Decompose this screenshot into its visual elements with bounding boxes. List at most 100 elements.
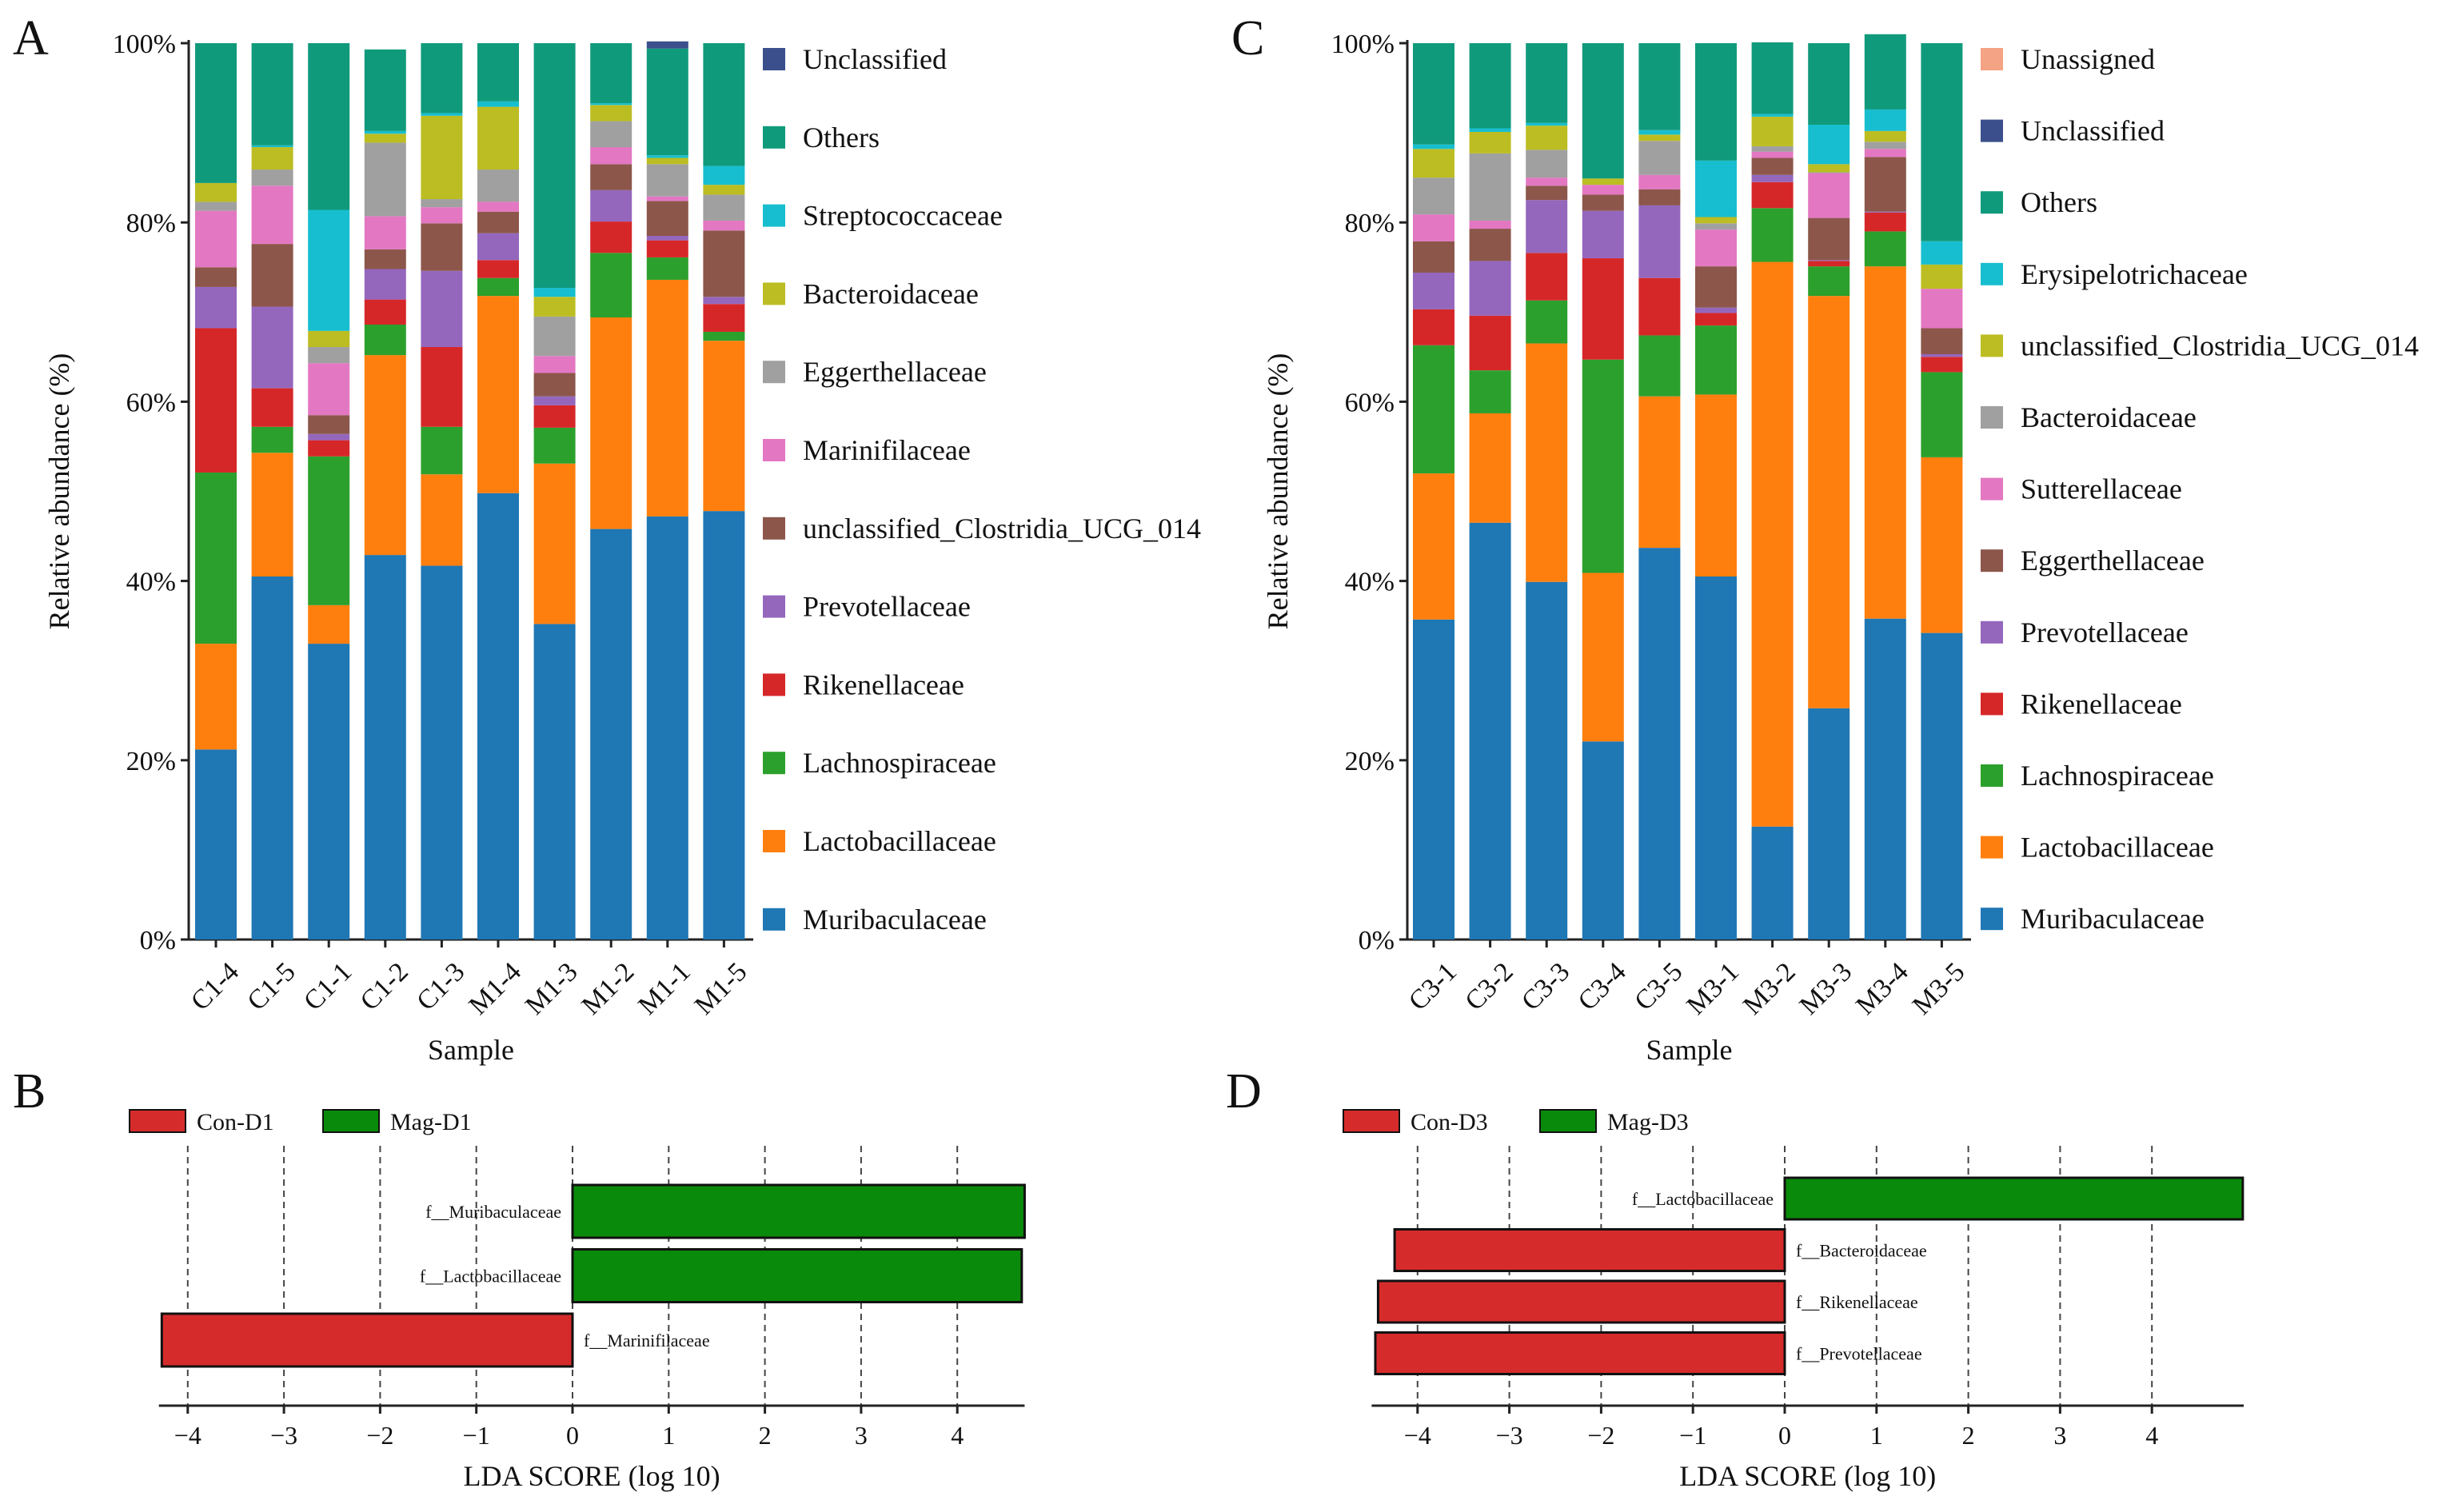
lda-chart-d: −4 −3 −2 −1 0 1 2 3 4 LDA SCORE (log 10) Con-D3 Mag…: [1343, 1109, 2245, 1492]
bar-segment: [1808, 217, 1850, 261]
bar-segment: [1638, 174, 1681, 189]
bar-segment: [1808, 708, 1850, 940]
x-tick-label: C1-4: [186, 957, 245, 1016]
bar-segment: [533, 373, 576, 397]
bar-segment: [1526, 300, 1568, 344]
bar-segment: [251, 170, 293, 186]
bar-segment: [646, 279, 688, 517]
bar-segment: [251, 306, 293, 389]
panel-letter-a: A: [13, 11, 49, 66]
bar-segment: [308, 440, 350, 457]
bar-segment: [703, 185, 745, 195]
bar-segment: [195, 286, 237, 329]
bar-segment: [1638, 141, 1681, 175]
legend-swatch: [1981, 908, 2003, 931]
bar-segment: [195, 201, 237, 211]
bar-segment: [308, 330, 350, 348]
bar-segment: [1526, 253, 1568, 301]
bar-segment: [1921, 353, 1963, 357]
lda-bar: [1376, 1279, 1786, 1324]
bar-segment: [195, 43, 237, 183]
bar-segment: [421, 426, 463, 475]
legend-label: Sutterellaceae: [2021, 473, 2182, 505]
bar-segment: [1864, 130, 1906, 142]
legend-label: Erysipelotrichaceae: [2021, 258, 2248, 290]
legend-label: Bacteroidaceae: [803, 277, 979, 309]
bar-segment: [703, 194, 745, 221]
lda-bar-label: f__Lactobacillaceae: [420, 1267, 561, 1287]
bar-segment: [590, 253, 632, 318]
bar-segment: [1864, 157, 1906, 212]
bar-segment: [1808, 296, 1850, 708]
bar-segment: [1638, 189, 1681, 205]
bar-segment: [1751, 261, 1794, 827]
bar-segment: [590, 147, 632, 165]
y-tick-label: 80%: [126, 209, 176, 238]
x-tick-label: 2: [1962, 1421, 1975, 1450]
legend-label: Unclassified: [2021, 115, 2165, 147]
bar-segment: [1413, 619, 1454, 940]
x-tick-label: −4: [174, 1421, 202, 1450]
bar-segment: [1526, 126, 1568, 150]
bar-segment: [308, 363, 350, 416]
bar-segment: [1582, 43, 1624, 179]
bar-segment: [251, 244, 293, 307]
bar-segment: [533, 427, 576, 464]
bar-segment: [195, 182, 237, 202]
bar-segment: [1469, 128, 1511, 132]
legend-label: Prevotellaceae: [2021, 616, 2189, 648]
legend-label: unclassified_Clostridia_UCG_014: [803, 513, 1201, 545]
bar-segment: [364, 134, 406, 143]
bar-segment: [646, 155, 688, 158]
legend-swatch: [763, 752, 785, 775]
bar-segment: [703, 43, 745, 166]
bar-segment: [195, 210, 237, 268]
x-tick-label: M3-5: [1907, 957, 1971, 1021]
bar-segment: [1751, 151, 1794, 158]
legend-swatch: [763, 439, 785, 461]
legend-swatch: [763, 48, 785, 70]
legend-swatch: [1981, 836, 2003, 859]
y-tick-label: 0%: [1359, 926, 1395, 955]
bar-segment: [308, 433, 350, 441]
bar-segment: [590, 105, 632, 122]
x-tick-label: 1: [1870, 1421, 1883, 1450]
legend-label: Rikenellaceae: [803, 668, 964, 700]
legend-swatch: [763, 595, 785, 618]
bar-segment: [1413, 272, 1454, 309]
x-tick-label: M3-1: [1681, 957, 1745, 1021]
legend-label: Mag-D3: [1607, 1109, 1689, 1135]
bar-segment: [533, 356, 576, 373]
legend-label: Others: [2021, 186, 2097, 218]
legend-swatch: [763, 126, 785, 149]
bar-segment: [421, 113, 463, 116]
legend-swatch: [1981, 334, 2003, 357]
stacked-bar-chart-a: 0% 20% 40% 60% 80% 100% Relative abundance (%)…: [43, 30, 1201, 1066]
bar-segment: [590, 529, 632, 940]
x-tick-label: C1-3: [411, 957, 470, 1016]
bar-segment: [251, 576, 293, 940]
bar-segment: [1413, 241, 1454, 273]
y-axis-title: Relative abundance (%): [43, 353, 75, 630]
bar-segment: [1695, 160, 1737, 217]
bar-segment: [1526, 186, 1568, 201]
bar-segment: [1751, 826, 1794, 940]
bar-segment: [251, 426, 293, 453]
lda-bar-label: f__Rikenellaceae: [1796, 1292, 1918, 1312]
x-tick-label: C3-1: [1403, 957, 1462, 1016]
bar-segment: [590, 221, 632, 253]
bar-segment: [1751, 114, 1794, 117]
bar-segment: [703, 341, 745, 512]
legend-label: Muribaculaceae: [2021, 903, 2205, 935]
bar-segment: [1808, 173, 1850, 218]
bar-segment: [1582, 572, 1624, 742]
lda-bar: [1783, 1176, 2245, 1221]
bar-segment: [1751, 116, 1794, 146]
bar-segment: [1413, 144, 1454, 150]
bar-segment: [646, 201, 688, 237]
bar-segment: [533, 405, 576, 428]
bar-segment: [590, 121, 632, 148]
bar-segment: [1921, 289, 1963, 329]
bar-segment: [364, 299, 406, 325]
